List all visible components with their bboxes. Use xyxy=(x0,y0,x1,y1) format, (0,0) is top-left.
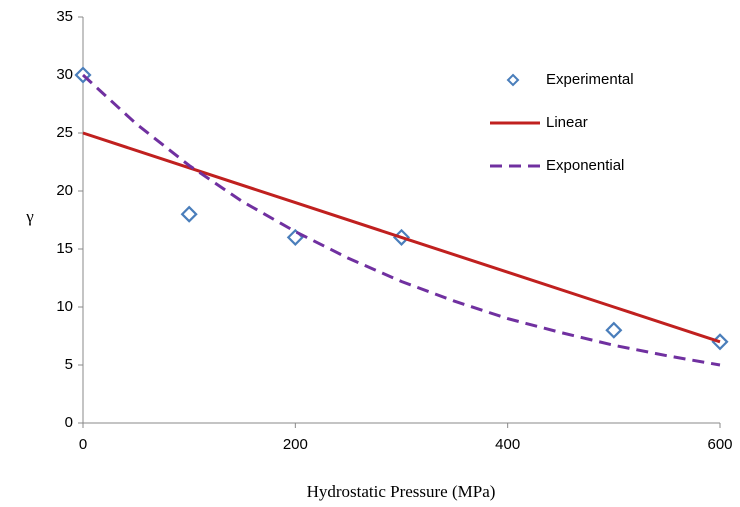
legend-marker xyxy=(506,73,520,87)
x-tick-label: 200 xyxy=(283,436,308,453)
x-axis-label: Hydrostatic Pressure (MPa) xyxy=(307,482,496,501)
data-line xyxy=(81,73,721,367)
y-tick-label: 10 xyxy=(56,298,73,315)
x-tick-label: 0 xyxy=(79,436,87,453)
y-tick-label: 25 xyxy=(56,124,73,141)
legend-label: Experimental xyxy=(546,71,634,88)
y-tick-label: 5 xyxy=(65,356,73,373)
y-tick-label: 0 xyxy=(65,414,73,431)
legend-label: Linear xyxy=(546,114,588,131)
legend-label: Exponential xyxy=(546,157,624,174)
x-tick-label: 400 xyxy=(495,436,520,453)
y-axis-label: γ xyxy=(25,207,34,226)
data-point xyxy=(180,205,198,223)
y-tick-label: 30 xyxy=(56,66,73,83)
y-tick-label: 20 xyxy=(56,182,73,199)
x-tick-label: 600 xyxy=(707,436,732,453)
y-tick-label: 15 xyxy=(56,240,73,257)
y-tick-label: 35 xyxy=(56,8,73,25)
data-point xyxy=(605,321,623,339)
data-line xyxy=(82,131,721,344)
